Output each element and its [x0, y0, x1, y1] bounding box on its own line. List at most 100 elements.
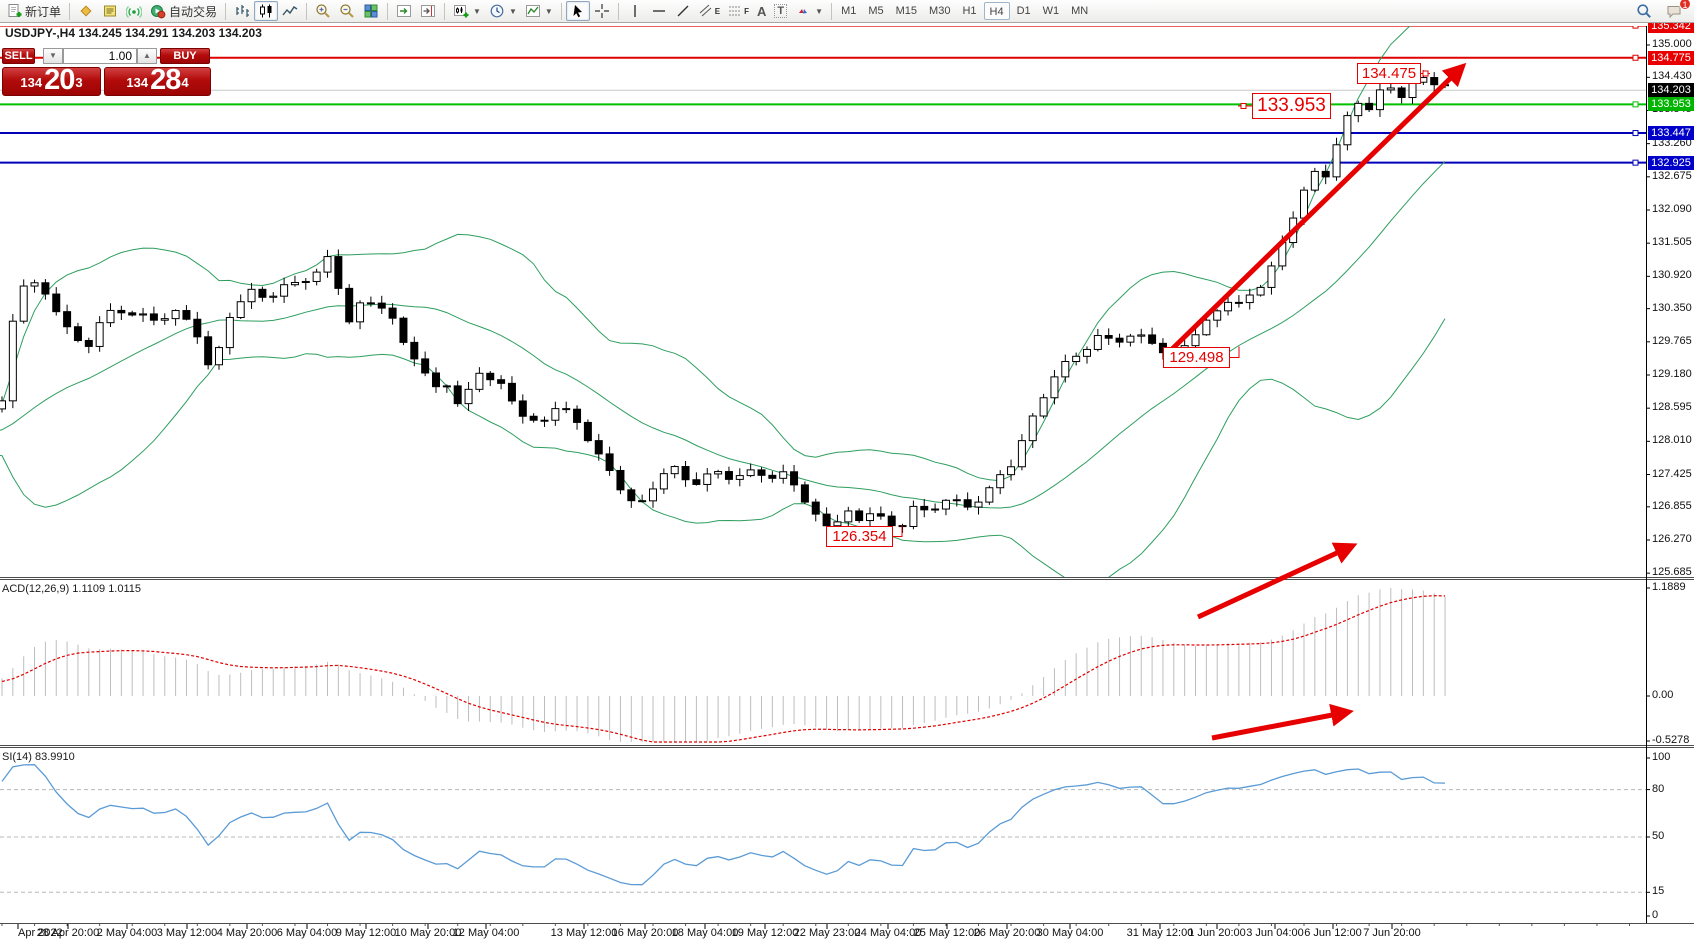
chevron-down-icon: ▼ — [815, 6, 824, 16]
search-button[interactable] — [1632, 1, 1656, 21]
time-axis-label: 16 May 20:00 — [611, 927, 679, 939]
crosshair-button[interactable] — [590, 1, 614, 21]
toolbar-separator — [831, 2, 833, 20]
chevron-down-icon: ▼ — [544, 6, 553, 16]
toolbar: 新订单 自动交易 ▼ ▼ ▼ E F A T ▼ — [0, 0, 1694, 23]
time-axis-label: 25 May 12:00 — [913, 927, 981, 939]
sell-button[interactable]: SELL — [2, 48, 35, 64]
price-tick-label: 127.425 — [1652, 467, 1692, 480]
auto-scroll-button[interactable] — [392, 1, 416, 21]
label-tool-button[interactable]: T — [770, 1, 791, 21]
sell-price-sup: 3 — [75, 75, 83, 90]
tile-windows-button[interactable] — [359, 1, 383, 21]
macd-tick-label: 1.1889 — [1652, 581, 1686, 593]
buy-price-display[interactable]: 134 28 4 — [104, 66, 211, 96]
indicators-menu-button[interactable]: ▼ — [521, 1, 557, 21]
sell-price-display[interactable]: 134 20 3 — [2, 66, 101, 96]
rsi-tick-label: 80 — [1652, 782, 1665, 795]
diamond-icon — [80, 5, 92, 17]
price-annotation[interactable]: 133.953 — [1252, 93, 1331, 119]
time-axis-label: 18 May 04:00 — [671, 927, 739, 939]
toolbar-separator — [560, 2, 562, 20]
bar-chart-icon — [236, 5, 250, 17]
equidistant-channel-button[interactable]: E — [695, 1, 724, 21]
time-axis-label: 24 May 04:00 — [854, 927, 922, 939]
new-chart-menu-button[interactable]: ▼ — [449, 1, 485, 21]
vertical-line-button[interactable] — [623, 1, 647, 21]
new-chart-icon — [454, 5, 469, 18]
tab-timeframe-h1[interactable]: H1 — [962, 5, 977, 17]
macd-panel-region[interactable] — [0, 580, 1646, 745]
channel-icon — [699, 4, 712, 17]
tab-timeframe-d1[interactable]: D1 — [1016, 5, 1031, 17]
main-chart-region[interactable] — [0, 26, 1646, 577]
tab-timeframe-m30[interactable]: M30 — [929, 5, 951, 17]
time-axis-label: 28 Apr 20:00 — [36, 927, 100, 939]
volume-input[interactable]: 1.00 — [63, 48, 137, 64]
tab-timeframe-mn[interactable]: MN — [1071, 5, 1089, 17]
auto-trading-button[interactable]: 自动交易 — [146, 1, 221, 21]
signals-icon — [126, 6, 143, 18]
price-tick-label: 135.000 — [1652, 38, 1692, 50]
price-annotation[interactable]: 126.354 — [826, 526, 893, 547]
chart-title: USDJPY-,H4 134.245 134.291 134.203 134.2… — [5, 26, 262, 40]
time-axis-label: 3 May 12:00 — [156, 927, 218, 939]
zoom-out-button[interactable] — [335, 1, 359, 21]
time-axis-label: 31 May 12:00 — [1126, 927, 1194, 939]
signals-button[interactable] — [122, 1, 146, 21]
fibonacci-button[interactable]: F — [724, 1, 753, 21]
volume-increase-button[interactable]: ▲ — [137, 48, 157, 64]
price-tick-label: 126.270 — [1652, 532, 1692, 545]
mql-diamond-button[interactable] — [74, 1, 98, 21]
auto-trading-label: 自动交易 — [169, 4, 218, 19]
period-menu-button[interactable]: ▼ — [485, 1, 521, 21]
rsi-panel-region[interactable] — [0, 748, 1646, 923]
toolbar-separator — [225, 2, 227, 20]
price-tick-label: 132.675 — [1652, 169, 1692, 182]
cursor-button[interactable] — [565, 1, 590, 21]
notifications-button[interactable]: 1 — [1662, 0, 1691, 21]
text-tool-icon: A — [757, 3, 767, 19]
tab-timeframe-h4[interactable]: H4 — [983, 2, 1010, 20]
price-tick-label: 128.010 — [1652, 434, 1692, 447]
tab-timeframe-m5[interactable]: M5 — [868, 5, 884, 17]
zoom-in-button[interactable] — [311, 1, 335, 21]
bar-chart-button[interactable] — [230, 1, 254, 21]
line-chart-icon — [282, 6, 298, 16]
tab-timeframe-w1[interactable]: W1 — [1042, 5, 1060, 17]
candlestick-chart-button[interactable] — [254, 1, 279, 21]
time-axis-label: 7 Jun 20:00 — [1363, 927, 1421, 939]
price-tick-label: 132.090 — [1652, 202, 1692, 215]
time-axis-label: 30 May 04:00 — [1036, 927, 1104, 939]
price-tick-label: 126.855 — [1652, 499, 1692, 512]
tab-timeframe-m1[interactable]: M1 — [841, 5, 857, 17]
metaeditor-button[interactable] — [98, 1, 122, 21]
chart-shift-button[interactable] — [416, 1, 440, 21]
price-tick-label: 125.685 — [1652, 566, 1692, 579]
arrows-tool-button[interactable]: ▼ — [791, 1, 827, 21]
price-tick-label: 130.920 — [1652, 269, 1692, 282]
new-order-button[interactable]: 新订单 — [2, 1, 65, 21]
trendline-button[interactable] — [671, 1, 695, 21]
zoom-in-icon — [316, 4, 330, 18]
price-annotation[interactable]: 134.475 — [1357, 63, 1421, 84]
text-tool-button[interactable]: A — [753, 1, 770, 21]
time-axis-label: 26 May 20:00 — [973, 927, 1041, 939]
horizontal-line-button[interactable] — [647, 1, 671, 21]
price-tick-label: 128.595 — [1652, 401, 1692, 414]
zoom-out-icon — [340, 4, 354, 18]
time-axis-label: 10 May 20:00 — [394, 927, 462, 939]
line-chart-button[interactable] — [278, 1, 302, 21]
buy-button[interactable]: BUY — [160, 48, 210, 64]
price-tick-label: 129.765 — [1652, 334, 1692, 347]
tab-timeframe-m15[interactable]: M15 — [895, 5, 918, 17]
metaeditor-icon — [104, 5, 117, 17]
price-level-badge: 134.775 — [1648, 50, 1694, 65]
vertical-line-icon — [634, 5, 636, 17]
cursor-icon — [573, 5, 582, 18]
price-level-badge: 134.203 — [1648, 83, 1694, 98]
price-annotation[interactable]: 129.498 — [1163, 347, 1230, 368]
volume-decrease-button[interactable]: ▼ — [43, 48, 63, 64]
